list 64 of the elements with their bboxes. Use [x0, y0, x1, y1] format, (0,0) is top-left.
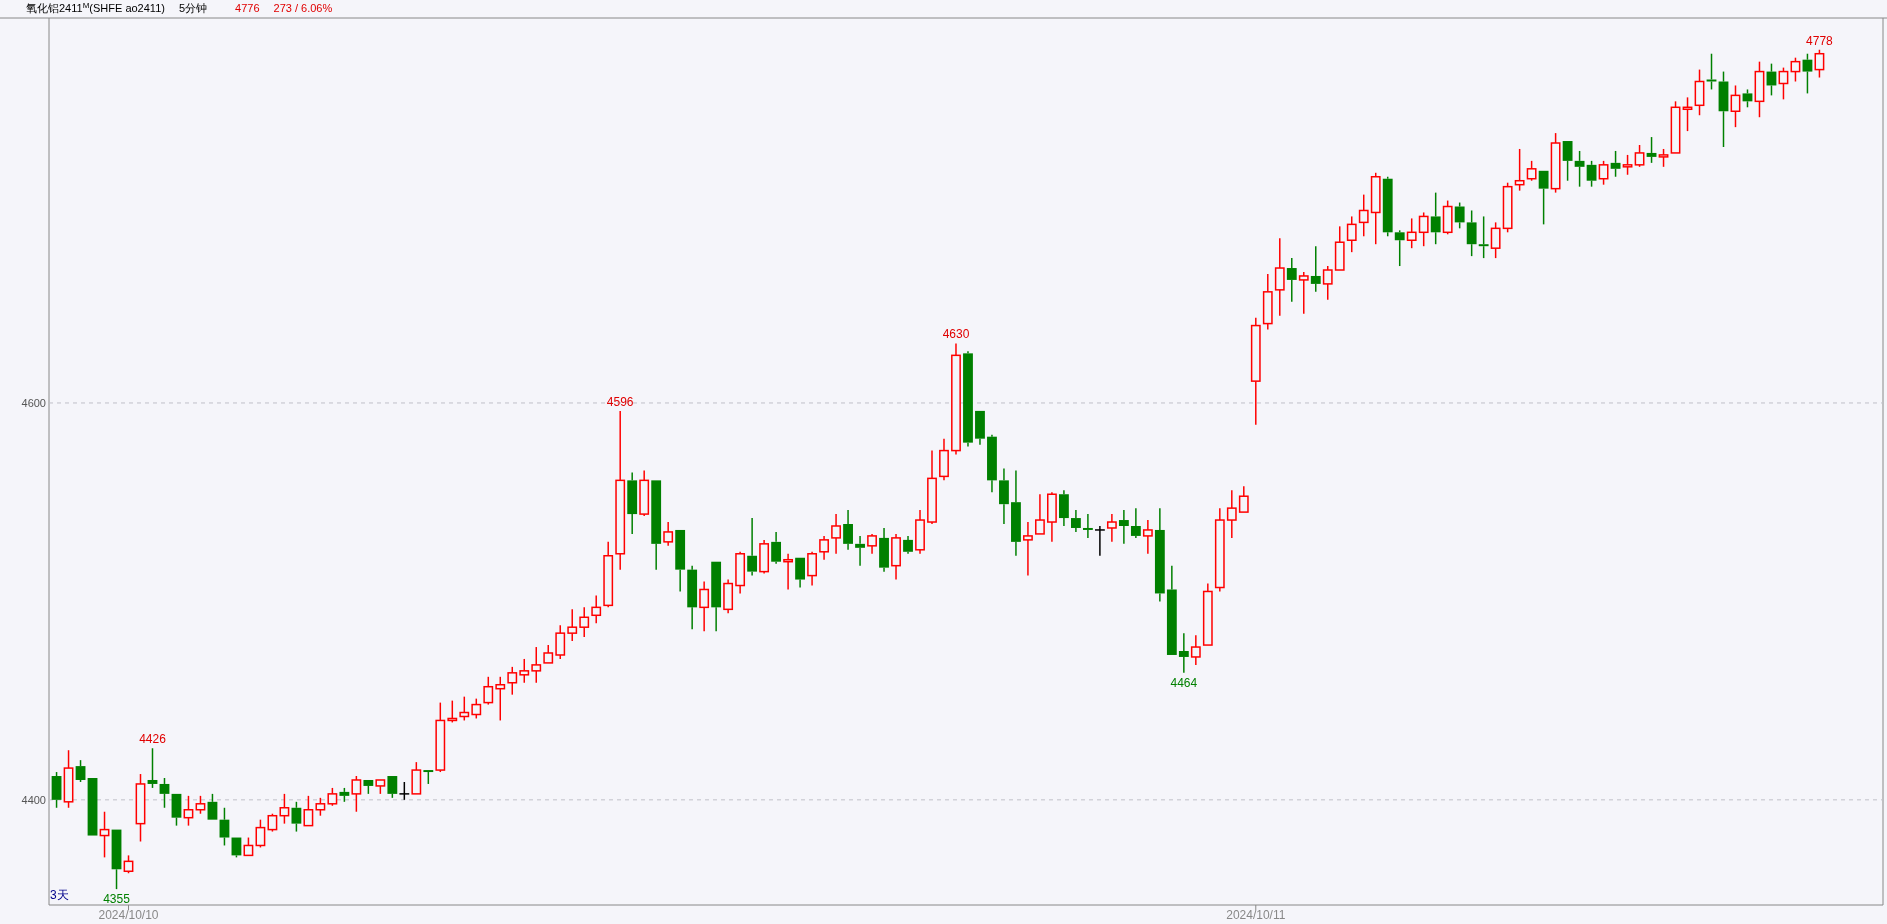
candlestick — [591, 594, 602, 624]
candlestick — [663, 521, 674, 547]
candlestick — [1082, 513, 1093, 539]
candlestick — [1322, 265, 1333, 301]
candlestick — [1059, 489, 1069, 527]
candlestick — [1298, 271, 1309, 315]
candlestick — [1106, 513, 1117, 543]
y-tick-label: 4600 — [21, 396, 46, 409]
candlestick — [987, 433, 997, 494]
annotation: 4355 — [103, 892, 131, 907]
candlestick — [855, 535, 865, 567]
candlestick — [879, 527, 889, 573]
candlestick — [627, 471, 638, 535]
candlestick — [567, 608, 578, 642]
candlestick — [687, 564, 698, 630]
candlestick — [1226, 489, 1237, 539]
candlestick — [1154, 507, 1165, 603]
candlestick — [843, 509, 853, 551]
candlestick — [903, 535, 913, 555]
candlestick — [939, 437, 949, 482]
annotation: 3天 — [50, 888, 69, 902]
chart-title: 氧化铝2411$^{M}$(SHFE ao2411) — [26, 0, 165, 14]
candlestick — [1130, 507, 1141, 539]
candlestick — [891, 533, 901, 581]
candlestick — [1142, 519, 1153, 555]
x-tick-label: 2024/10/10 — [98, 908, 159, 922]
candlestick — [1011, 469, 1021, 557]
candlestick — [555, 624, 566, 660]
candlestick — [783, 553, 794, 591]
candlestick — [1250, 316, 1261, 426]
chart-subtitle: 5分钟 — [178, 2, 208, 14]
candlestick — [1190, 634, 1201, 666]
annotation: 4426 — [139, 732, 167, 747]
annotation: 4464 — [1170, 675, 1198, 690]
candlestick — [1310, 245, 1321, 293]
candlestick — [723, 578, 734, 615]
candlestick — [831, 513, 841, 555]
candlestick — [999, 467, 1009, 525]
x-tick-label: 2024/10/11 — [1226, 908, 1286, 922]
candlestick — [819, 535, 829, 561]
annotation: 4596 — [606, 394, 634, 409]
y-tick-label: 4400 — [21, 793, 46, 806]
candlestick — [1178, 632, 1189, 674]
annotation: 4778 — [1806, 33, 1834, 48]
candlestick — [1286, 257, 1297, 303]
candlestick — [1023, 521, 1033, 577]
candlestick — [1214, 507, 1225, 593]
candlestick — [915, 509, 925, 555]
annotation: 4630 — [942, 327, 970, 342]
candlestick — [771, 531, 782, 565]
text: 4776 — [235, 2, 260, 14]
candlestick — [1070, 509, 1081, 533]
candlestick — [1118, 509, 1129, 545]
candlestick — [1262, 273, 1273, 331]
candlestick — [1094, 525, 1106, 557]
candlestick — [1274, 237, 1285, 317]
candlestick — [759, 539, 770, 575]
candlestick — [747, 517, 758, 577]
candlestick — [699, 580, 710, 632]
candlestick — [615, 410, 626, 571]
candlestick — [963, 350, 973, 448]
candlestick — [579, 606, 590, 638]
candlestick — [951, 342, 961, 456]
text: 273 / 6.06% — [273, 2, 333, 14]
